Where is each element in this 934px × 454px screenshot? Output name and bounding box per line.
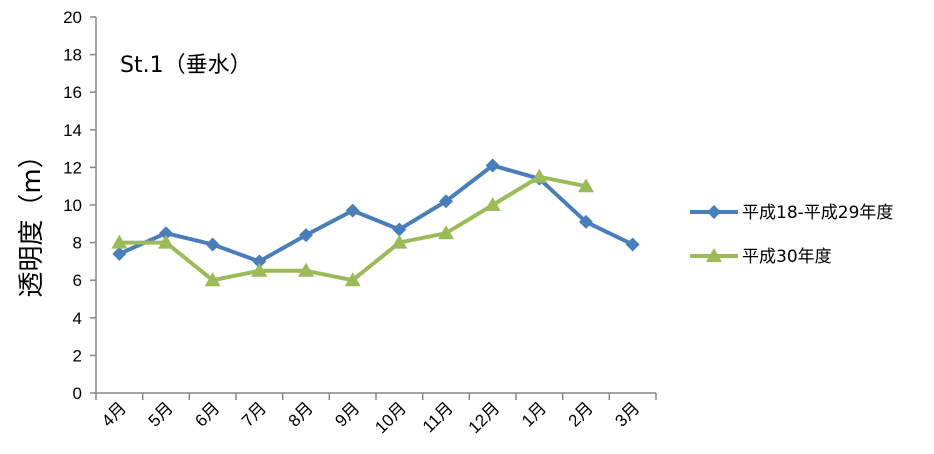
x-tick-label: 6月 [191, 398, 223, 430]
y-tick-label: 16 [63, 83, 82, 102]
legend-label: 平成18-平成29年度 [742, 203, 893, 223]
diamond-marker [112, 246, 127, 261]
triangle-marker [344, 272, 361, 287]
x-tick-label: 1月 [518, 398, 550, 430]
chart-title: St.1（垂水） [120, 53, 252, 78]
y-tick-label: 12 [63, 158, 82, 177]
triangle-marker [391, 234, 408, 249]
legend-label: 平成30年度 [742, 247, 832, 267]
y-tick-label: 10 [63, 196, 82, 215]
diamond-marker [345, 203, 360, 218]
x-tick-label: 3月 [611, 398, 643, 430]
diamond-marker [439, 194, 453, 209]
triangle-marker [204, 272, 221, 287]
series [111, 158, 640, 287]
diamond-marker [205, 237, 220, 252]
y-tick-label: 18 [63, 46, 82, 65]
y-tick-label: 2 [73, 346, 82, 365]
x-tick-label: 4月 [98, 398, 130, 430]
x-tick-label: 9月 [331, 398, 363, 430]
x-tick-label: 5月 [145, 398, 177, 430]
y-tick-label: 14 [63, 121, 82, 140]
triangle-marker [251, 262, 268, 277]
triangle-marker [578, 178, 594, 193]
legend-item-2: 平成30年度 [690, 247, 832, 267]
triangle-marker [706, 248, 722, 262]
series-1 [112, 158, 640, 269]
y-axis-title: 透明度（m） [17, 142, 47, 297]
series-line [118, 163, 634, 264]
diamond-marker [392, 222, 407, 237]
diamond-marker [579, 214, 593, 229]
x-tick-label: 11月 [419, 398, 457, 436]
y-tick-label: 6 [73, 271, 82, 290]
triangle-marker [484, 197, 501, 211]
series-line [119, 174, 587, 283]
legend-item-1: 平成18-平成29年度 [690, 203, 893, 223]
y-tick-label: 0 [73, 384, 82, 403]
triangle-marker [531, 168, 548, 183]
y-tick-label: 4 [73, 309, 82, 328]
triangle-marker [158, 234, 174, 249]
x-tick-label: 10月 [371, 398, 410, 437]
diamond-marker [252, 254, 267, 269]
x-tick-label: 12月 [465, 398, 504, 437]
triangle-marker [298, 262, 314, 277]
y-tick-label: 8 [73, 234, 82, 253]
x-tick-label: 2月 [565, 398, 597, 430]
diamond-marker [159, 226, 173, 241]
x-tick-label: 7月 [238, 398, 270, 430]
diamond-marker [707, 205, 721, 219]
triangle-marker [111, 234, 128, 249]
x-tick-label: 8月 [285, 398, 317, 430]
diamond-marker [625, 237, 640, 252]
diamond-marker [485, 158, 500, 173]
y-tick-label: 20 [63, 8, 82, 27]
series-2 [111, 168, 594, 287]
diamond-marker [299, 228, 313, 243]
triangle-marker [438, 225, 454, 240]
